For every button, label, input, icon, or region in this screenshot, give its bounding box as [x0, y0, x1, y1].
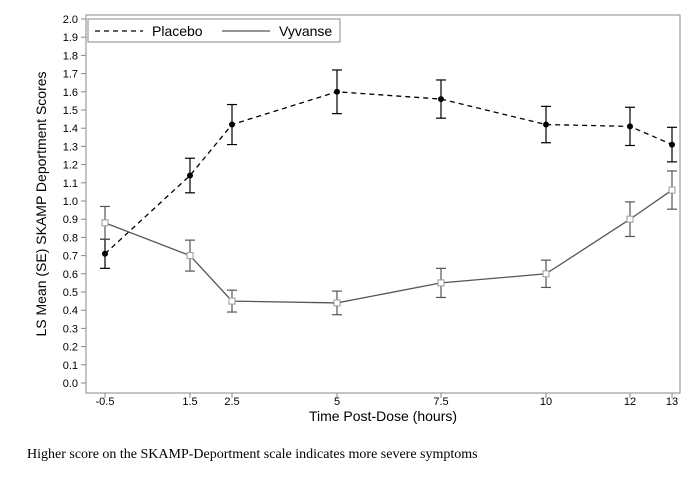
y-tick-label: 0.2 — [63, 342, 78, 354]
series-vyvanse — [100, 170, 677, 316]
x-axis: -0.5 1.5 2.5 5 7.5 10 12 13 — [96, 393, 678, 408]
y-axis: 0.0 0.1 0.2 0.3 0.4 0.5 0.6 0.7 0.8 0.9 1.0 1.1 1.2 1… — [63, 14, 86, 390]
x-tick-label: 7.5 — [433, 396, 448, 408]
data-point — [229, 121, 235, 128]
line-chart: 0.0 0.1 0.2 0.3 0.4 0.5 0.6 0.7 0.8 0.9 1.0 1.1 1.2 1… — [33, 14, 681, 424]
data-point — [186, 252, 194, 260]
data-point — [626, 215, 634, 223]
y-tick-label: 0.8 — [63, 232, 78, 244]
y-tick-label: 0.0 — [63, 378, 78, 390]
y-tick-label: 0.3 — [63, 323, 78, 335]
data-point — [627, 123, 633, 130]
y-tick-label: 1.3 — [63, 141, 78, 153]
legend-label: Vyvanse — [279, 23, 332, 39]
plot-frame — [85, 14, 681, 394]
y-tick-label: 1.7 — [63, 69, 78, 81]
x-tick-label: 12 — [624, 396, 636, 408]
x-tick-label: 5 — [334, 396, 340, 408]
legend: Placebo Vyvanse — [87, 18, 341, 43]
series-line-vyvanse — [104, 189, 673, 304]
data-point — [437, 279, 445, 287]
y-tick-label: 1.2 — [63, 160, 78, 172]
y-tick-label: 0.7 — [63, 251, 78, 263]
data-point — [438, 96, 444, 103]
data-point — [102, 250, 108, 257]
data-point — [542, 270, 550, 278]
data-point — [668, 186, 676, 194]
x-tick-label: 13 — [666, 396, 678, 408]
y-tick-label: 1.0 — [63, 196, 78, 208]
y-tick-label: 2.0 — [63, 14, 78, 26]
y-tick-label: 0.4 — [63, 305, 78, 317]
footnote: Higher score on the SKAMP-Deportment sca… — [27, 447, 478, 462]
data-point — [101, 219, 109, 227]
series-line-placebo — [104, 91, 673, 255]
legend-label: Placebo — [152, 23, 203, 39]
y-tick-label: 0.1 — [63, 360, 78, 372]
data-point — [333, 299, 341, 307]
y-tick-label: 1.8 — [63, 50, 78, 62]
data-point — [228, 297, 236, 305]
data-point — [543, 121, 549, 128]
y-tick-label: 1.5 — [63, 105, 78, 117]
series-placebo — [100, 69, 677, 269]
y-tick-label: 1.9 — [63, 32, 78, 44]
x-tick-label: -0.5 — [96, 396, 115, 408]
data-point — [187, 172, 193, 179]
x-tick-label: 2.5 — [224, 396, 239, 408]
y-tick-label: 1.6 — [63, 87, 78, 99]
y-tick-label: 0.9 — [63, 214, 78, 226]
y-tick-label: 0.5 — [63, 287, 78, 299]
data-point — [669, 141, 675, 148]
x-axis-title: Time Post-Dose (hours) — [309, 408, 457, 424]
x-tick-label: 1.5 — [182, 396, 197, 408]
series-layer — [100, 69, 677, 316]
y-tick-label: 1.1 — [63, 178, 78, 190]
data-point — [334, 88, 340, 95]
x-tick-label: 10 — [540, 396, 552, 408]
y-axis-title: LS Mean (SE) SKAMP Deportment Scores — [33, 71, 49, 336]
y-tick-label: 1.4 — [63, 123, 78, 135]
legend-box — [87, 18, 341, 43]
y-tick-label: 0.6 — [63, 269, 78, 281]
